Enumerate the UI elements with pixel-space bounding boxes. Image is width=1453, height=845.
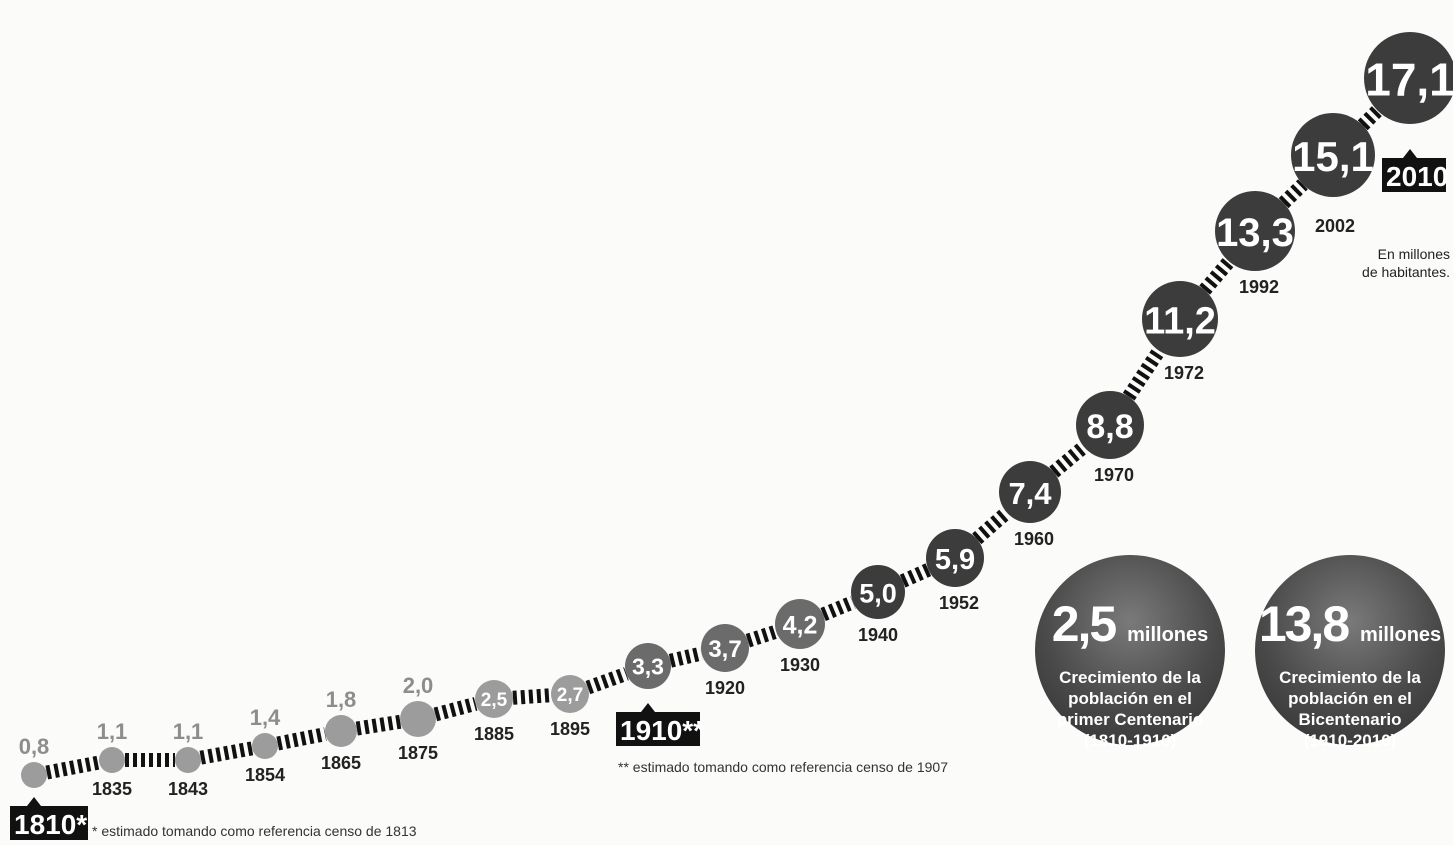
connector-line — [45, 105, 1383, 780]
stat-bicentenario-description: Crecimiento de la población en el Bicent… — [1279, 668, 1421, 750]
connector-segment — [1199, 256, 1235, 295]
data-point — [1215, 191, 1295, 271]
data-point — [1076, 391, 1144, 459]
connector-segment — [1278, 179, 1308, 209]
connector-segment — [745, 624, 779, 648]
year-label: 2010 — [1386, 161, 1448, 192]
year-label: 1970 — [1094, 465, 1134, 485]
value-label: 8,8 — [1086, 408, 1133, 446]
year-label: 1952 — [939, 593, 979, 613]
year-label: 1940 — [858, 625, 898, 645]
value-label: 13,3 — [1216, 211, 1294, 255]
stat-bicentenario: 13,8 millones Crecimiento de la població… — [1255, 555, 1445, 750]
value-label: 3,3 — [632, 654, 664, 680]
year-label: 1865 — [321, 753, 361, 773]
data-point — [1364, 32, 1453, 124]
year-label: 2002 — [1315, 216, 1355, 236]
data-point — [1142, 281, 1218, 357]
year-pointer — [641, 703, 655, 712]
year-label: 1992 — [1239, 277, 1279, 297]
year-label: 1972 — [1164, 363, 1204, 383]
data-point — [625, 643, 671, 689]
data-point — [175, 747, 201, 773]
connector-segment — [45, 755, 101, 780]
stat-bicentenario-unit: millones — [1360, 624, 1442, 646]
connector-segment — [972, 507, 1012, 545]
stat-centenario: 2,5 millones Crecimiento de la población… — [1035, 555, 1225, 750]
data-point — [926, 529, 984, 587]
connector-segment — [1357, 105, 1383, 131]
stat-bicentenario-value-line: 13,8 millones — [1255, 599, 1445, 649]
connector-segment — [1122, 346, 1165, 401]
stat-centenario-description: Crecimiento de la población en el primer… — [1056, 668, 1204, 750]
year-label: 1920 — [705, 678, 745, 698]
connector-segment — [199, 741, 254, 765]
year-label: 1854 — [245, 765, 285, 785]
units-note: En millones de habitantes. — [1362, 246, 1450, 280]
year-box — [616, 712, 700, 746]
value-label: 5,0 — [859, 578, 897, 608]
value-label: 1,4 — [250, 705, 281, 730]
value-label: 11,2 — [1144, 300, 1216, 342]
data-point — [21, 762, 47, 788]
year-pointer — [1403, 149, 1417, 158]
data-point — [775, 599, 825, 649]
value-label: 17,1 — [1365, 53, 1453, 105]
year-label: 1910** — [620, 715, 704, 746]
value-label: 7,4 — [1008, 476, 1052, 511]
year-label: 1895 — [550, 719, 590, 739]
value-label: 5,9 — [935, 544, 975, 576]
stat-centenario-unit: millones — [1127, 624, 1209, 646]
connector-segment — [1049, 441, 1089, 478]
data-point — [99, 747, 125, 773]
year-label: 1885 — [474, 724, 514, 744]
connector-segment — [668, 646, 704, 668]
value-label: 1,8 — [326, 687, 357, 712]
year-label: 1843 — [168, 779, 208, 799]
footnote-1910: ** estimado tomando como referencia cens… — [618, 759, 948, 775]
value-label: 1,1 — [97, 719, 128, 744]
data-point — [701, 624, 749, 672]
year-box — [1382, 158, 1446, 192]
connector-segment — [899, 563, 932, 588]
value-label: 1,1 — [173, 719, 204, 744]
value-label: 2,5 — [481, 690, 508, 711]
connector-segment — [276, 727, 327, 751]
labels-layer: 0,8 1810* 1,1 1835 1,1 1843 1,4 1854 1,8 1865 2,0 1… — [10, 53, 1453, 840]
year-label: 1930 — [780, 655, 820, 675]
year-label: 1875 — [398, 743, 438, 763]
connector-segment — [585, 667, 629, 695]
value-label: 0,8 — [19, 734, 50, 759]
connector-segment — [820, 595, 856, 621]
year-label: 1835 — [92, 779, 132, 799]
value-label: 4,2 — [783, 612, 818, 640]
stat-centenario-value: 2,5 — [1051, 596, 1118, 652]
connector-segment — [512, 688, 552, 705]
value-label: 3,7 — [708, 636, 741, 663]
data-point — [400, 701, 436, 737]
data-point — [551, 675, 589, 713]
value-label: 15,1 — [1292, 133, 1374, 180]
year-box — [10, 806, 88, 840]
value-label: 2,0 — [403, 673, 434, 698]
data-point — [999, 461, 1061, 523]
year-label: 1810* — [14, 809, 87, 840]
data-point — [252, 733, 278, 759]
stat-centenario-value-line: 2,5 millones — [1035, 599, 1225, 649]
footnote-1810: * estimado tomando como referencia censo… — [92, 823, 417, 839]
year-label: 1960 — [1014, 529, 1054, 549]
data-point — [475, 680, 513, 718]
data-points — [21, 32, 1453, 788]
year-pointer — [27, 797, 41, 806]
data-point — [851, 565, 905, 619]
connector-segment — [433, 697, 478, 722]
value-label: 2,7 — [557, 685, 583, 706]
data-point — [325, 715, 357, 747]
connector-segment — [355, 714, 402, 736]
data-point — [1291, 113, 1375, 197]
stat-bicentenario-value: 13,8 — [1258, 596, 1350, 652]
